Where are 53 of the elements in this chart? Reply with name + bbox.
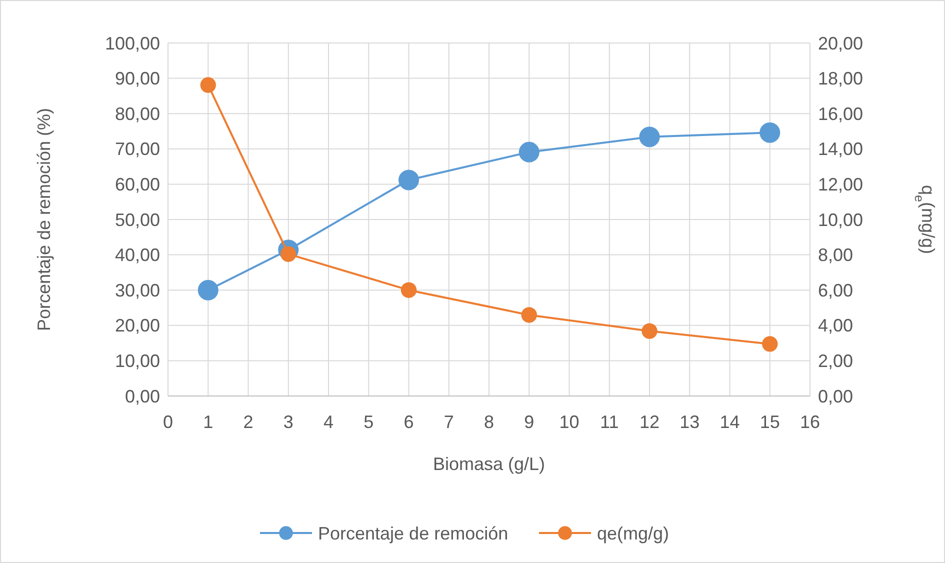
x-tick-label: 10 [559, 412, 580, 432]
x-tick-label: 2 [243, 412, 254, 432]
y-tick-label: 20,00 [114, 316, 160, 336]
x-tick-label: 1 [203, 412, 214, 432]
y2-tick-label: 20,00 [818, 33, 864, 54]
y-tick-label: 30,00 [114, 280, 160, 300]
point [518, 142, 540, 162]
y2-tick-label: 12,00 [818, 174, 864, 194]
point [198, 280, 218, 300]
x-tick-label: 0 [162, 412, 174, 432]
x-tick-label: 7 [444, 412, 454, 432]
y2-tick-label: 16,00 [818, 104, 864, 124]
x-tick-label: 4 [323, 412, 334, 432]
y-tick-label: 80,00 [114, 104, 160, 124]
point [642, 323, 658, 339]
y-tick-label: 90,00 [114, 68, 160, 89]
point [521, 307, 537, 323]
y2-tick-label: 4,00 [818, 316, 854, 336]
x-tick-label: 12 [639, 412, 660, 432]
y-tick-label: 10,00 [114, 351, 160, 371]
y2-tick-label: 10,00 [818, 210, 864, 230]
legend-label: Porcentaje de remoción [318, 523, 508, 544]
point [762, 336, 778, 352]
x-tick-label: 9 [524, 412, 534, 432]
point [760, 122, 780, 143]
y-tick-label: 60,00 [114, 174, 160, 194]
y2-tick-label: 8,00 [818, 245, 854, 266]
legend-label: qe(mg/g) [597, 523, 670, 544]
y-tick-label: 0,00 [124, 386, 160, 406]
x-tick-label: 5 [364, 412, 374, 432]
y2-tick-label: 2,00 [818, 351, 854, 371]
y2-tick-label: 14,00 [818, 139, 864, 160]
x-tick-label: 3 [283, 412, 294, 432]
x-tick-label: 14 [720, 412, 740, 432]
point [398, 170, 420, 190]
y-tick-label: 40,00 [114, 245, 160, 266]
x-tick-label: 6 [404, 412, 414, 432]
y2-tick-label: 6,00 [818, 280, 854, 300]
point [200, 77, 216, 93]
y-tick-label: 50,00 [114, 210, 160, 230]
x-tick-label: 16 [800, 412, 820, 432]
x-tick-label: 13 [680, 412, 700, 432]
y2-tick-label: 0,00 [818, 386, 854, 406]
point [639, 126, 660, 148]
x-tick-label: 8 [484, 412, 494, 432]
y2-tick-label: 18,00 [818, 68, 864, 89]
y-tick-label: 100,00 [104, 33, 160, 54]
x-axis-title: Biomasa (g/L) [432, 454, 546, 474]
y-tick-label: 70,00 [114, 139, 160, 160]
x-tick-label: 11 [600, 412, 619, 432]
point [400, 282, 417, 298]
y-axis-title: Porcentaje de remoción (%) [34, 108, 54, 332]
x-tick-label: 15 [760, 412, 780, 432]
